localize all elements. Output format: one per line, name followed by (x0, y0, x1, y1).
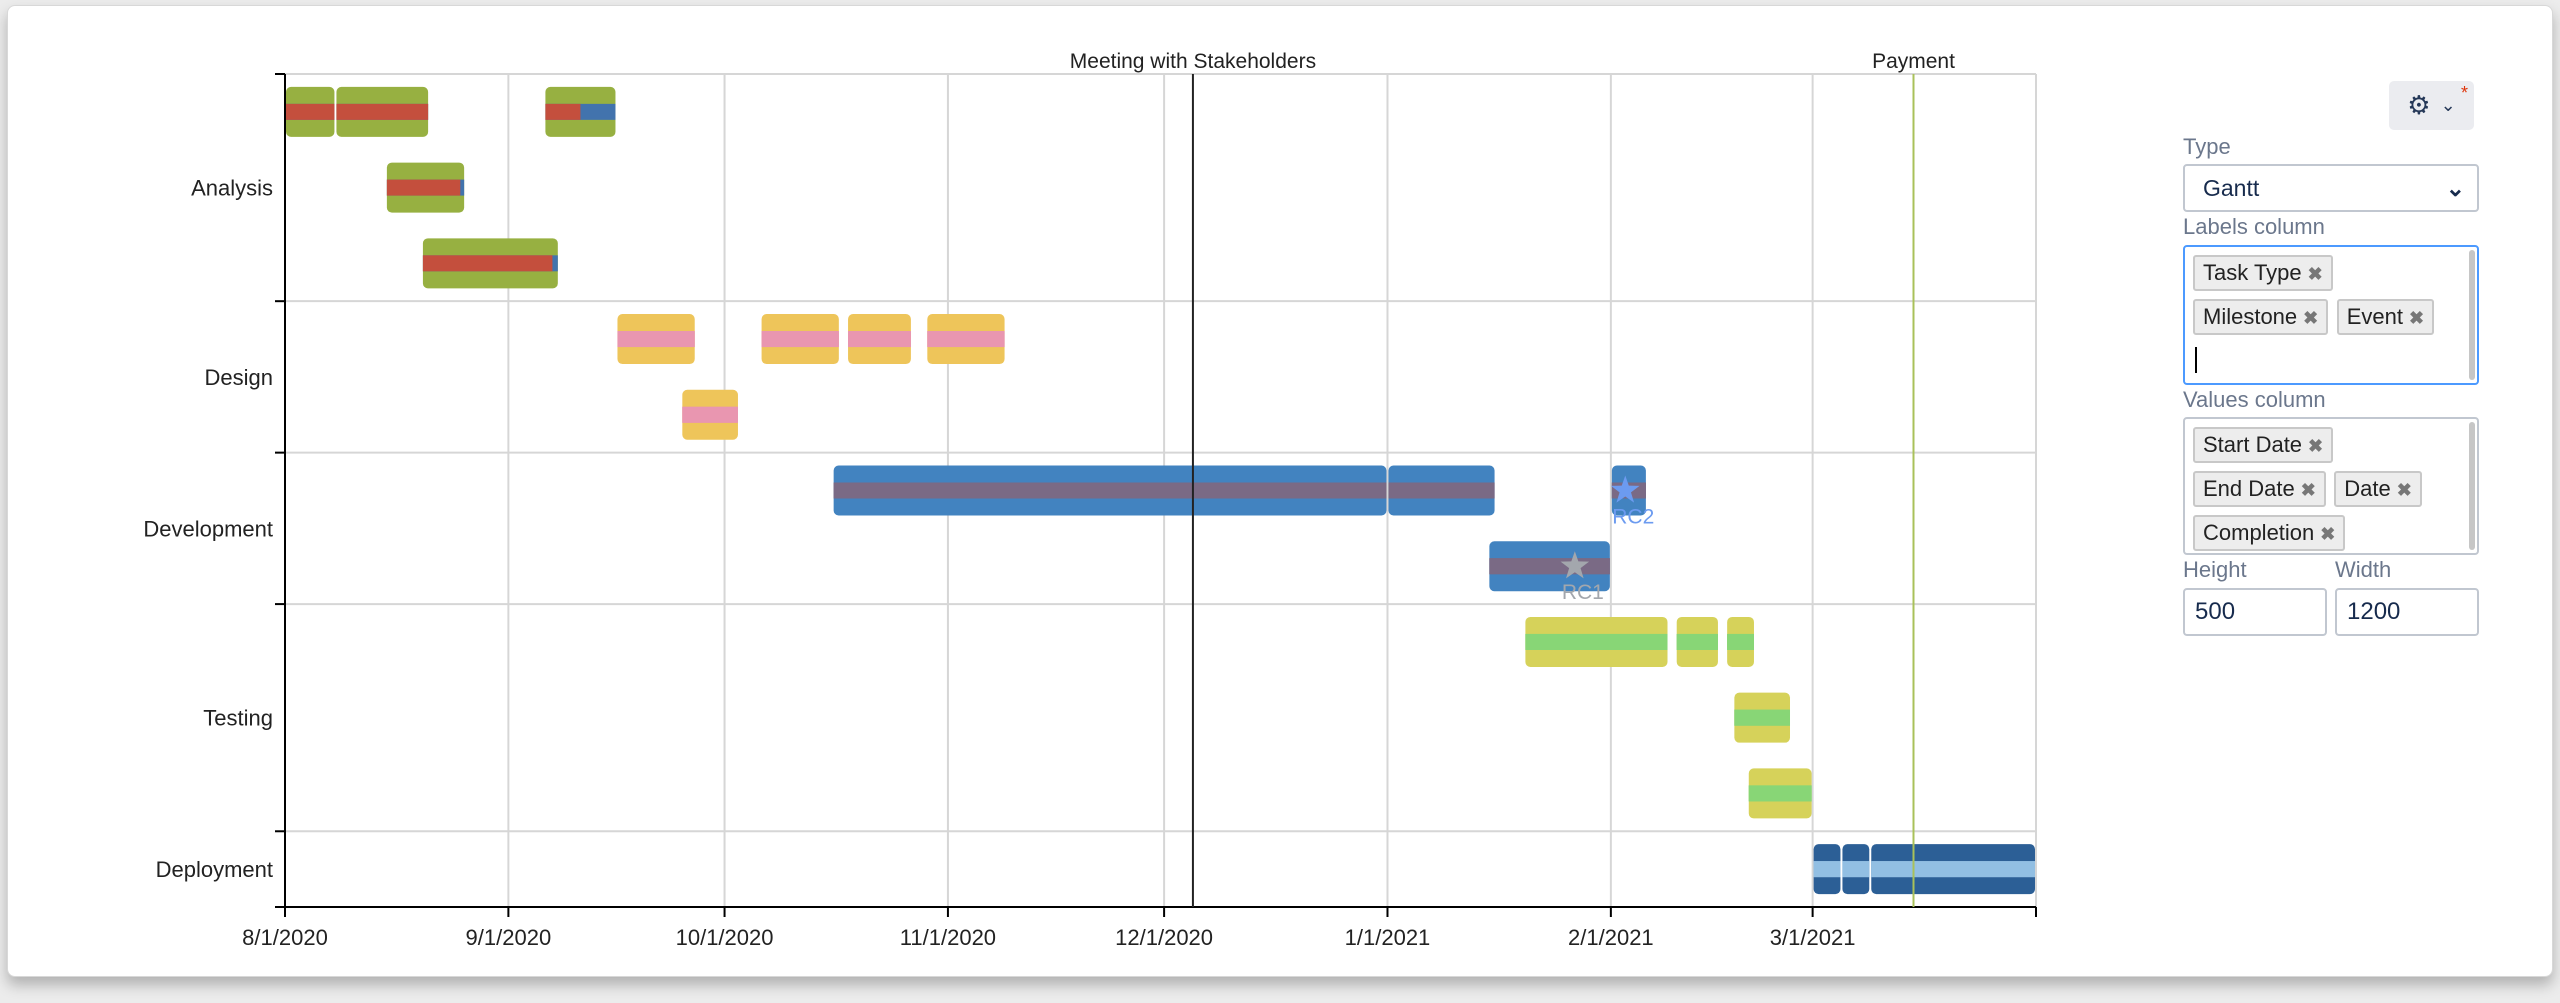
y-category-label: Testing (203, 706, 273, 731)
width-input[interactable]: 1200 (2335, 588, 2479, 636)
type-select[interactable]: Gantt ⌄ (2183, 164, 2479, 212)
x-tick-label: 3/1/2021 (1770, 925, 1856, 950)
text-cursor (2195, 347, 2197, 373)
x-tick-label: 12/1/2020 (1115, 925, 1213, 950)
chart-card: 8/1/2020 9/1/2020 10/1/2020 11/1/2020 12/1/2… (7, 5, 2553, 977)
task-completion-band (286, 103, 335, 120)
task-completion-band (617, 331, 695, 348)
scrollbar[interactable] (2469, 422, 2475, 550)
task-completion-band (1525, 633, 1668, 650)
task-bar (833, 465, 1387, 516)
values-column-label: Values column (2183, 387, 2326, 412)
task-completion-band (1813, 861, 1841, 878)
task-completion-band (1489, 558, 1610, 575)
y-category-label: Analysis (191, 176, 273, 201)
remove-tag-icon[interactable]: ✖ (2408, 308, 2425, 328)
task-completion-band (1676, 633, 1718, 650)
task-bar (1727, 616, 1754, 667)
remove-tag-icon[interactable]: ✖ (2307, 264, 2323, 284)
task-completion-band (848, 331, 911, 348)
scrollbar[interactable] (2469, 250, 2475, 380)
type-label: Type (2183, 134, 2231, 159)
task-bar (761, 314, 839, 365)
task-completion-band (927, 331, 1005, 348)
tag-milestone: Milestone ✖ (2193, 299, 2329, 335)
task-bar (1842, 844, 1870, 895)
task-completion-band (833, 482, 1387, 499)
task-completion-band (761, 331, 839, 348)
task-bar (1813, 844, 1841, 895)
height-input[interactable]: 500 (2183, 588, 2327, 636)
task-bar (386, 162, 465, 213)
task-bar (422, 238, 558, 289)
task-bar (545, 86, 616, 137)
remove-tag-icon[interactable]: ✖ (2300, 480, 2316, 500)
task-bar (682, 389, 738, 440)
task-completion-band (386, 179, 461, 196)
task-completion-band (1388, 482, 1495, 499)
event-label: Meeting with Stakeholders (1070, 50, 1316, 73)
event-label: Payment (1872, 50, 1955, 73)
task-bar (336, 86, 429, 137)
task-bar (286, 86, 335, 137)
task-completion-band (1734, 709, 1791, 726)
gantt-chart: 8/1/2020 9/1/2020 10/1/2020 11/1/2020 12/1/2… (143, 50, 2037, 950)
y-category-label: Design (205, 365, 273, 390)
x-tick-label: 1/1/2021 (1345, 925, 1431, 950)
task-bar (1871, 844, 2035, 895)
task-bar (1676, 616, 1718, 667)
chevron-down-icon: ⌄ (2445, 174, 2465, 201)
x-tick-label: 9/1/2020 (466, 925, 552, 950)
remove-tag-icon[interactable]: ✖ (2308, 436, 2324, 456)
task-bar (1748, 768, 1812, 819)
y-category-label: Development (143, 516, 273, 541)
remove-tag-icon[interactable]: ✖ (2303, 308, 2319, 328)
task-completion-band (336, 103, 429, 120)
tag-task-type: Task Type ✖ (2193, 255, 2333, 291)
task-bar (927, 314, 1005, 365)
task-completion-band (682, 406, 738, 423)
width-label: Width (2335, 557, 2392, 582)
x-tick-label: 10/1/2020 (676, 925, 774, 950)
task-bar (617, 314, 695, 365)
task-completion-band (1871, 861, 2035, 878)
height-label: Height (2183, 557, 2247, 582)
milestone-star-icon (1560, 551, 1590, 579)
tag-event: Event ✖ (2336, 299, 2435, 335)
values-column-input[interactable]: Start Date ✖ End Date ✖ Date ✖ Completion ✖ (2183, 417, 2479, 555)
milestone-label: RC1 (1562, 581, 1604, 604)
modified-indicator: * (2460, 83, 2468, 103)
task-completion-band (545, 103, 581, 120)
labels-column-label: Labels column (2183, 214, 2325, 239)
tag-start-date: Start Date ✖ (2193, 427, 2334, 463)
settings-button[interactable]: ⚙ ⌄ * (2389, 81, 2474, 130)
milestone-label: RC2 (1612, 506, 1654, 529)
y-category-label: Deployment (156, 857, 273, 882)
gear-icon: ⚙ (2407, 90, 2431, 120)
x-tick-label: 8/1/2020 (242, 925, 328, 950)
type-select-value: Gantt (2203, 174, 2260, 201)
x-tick-label: 2/1/2021 (1568, 925, 1654, 950)
milestone-star-icon (1611, 475, 1640, 503)
x-tick-label: 11/1/2020 (900, 925, 996, 950)
task-bar (848, 314, 911, 365)
labels-column-input[interactable]: Task Type ✖ Milestone ✖ Event ✖ (2183, 245, 2479, 385)
task-bar (1388, 465, 1495, 516)
task-completion-band (422, 255, 553, 272)
tag-completion: Completion ✖ (2193, 515, 2346, 551)
task-completion-band (1842, 861, 1870, 878)
remove-tag-icon[interactable]: ✖ (2396, 480, 2412, 500)
task-completion-band (1727, 633, 1754, 650)
chevron-down-icon: ⌄ (2440, 95, 2456, 115)
tag-date: Date ✖ (2334, 471, 2422, 507)
task-bar (1525, 616, 1668, 667)
task-completion-band (1748, 785, 1812, 802)
remove-tag-icon[interactable]: ✖ (2320, 524, 2336, 544)
task-bar (1734, 692, 1791, 743)
tag-end-date: End Date ✖ (2193, 471, 2326, 507)
